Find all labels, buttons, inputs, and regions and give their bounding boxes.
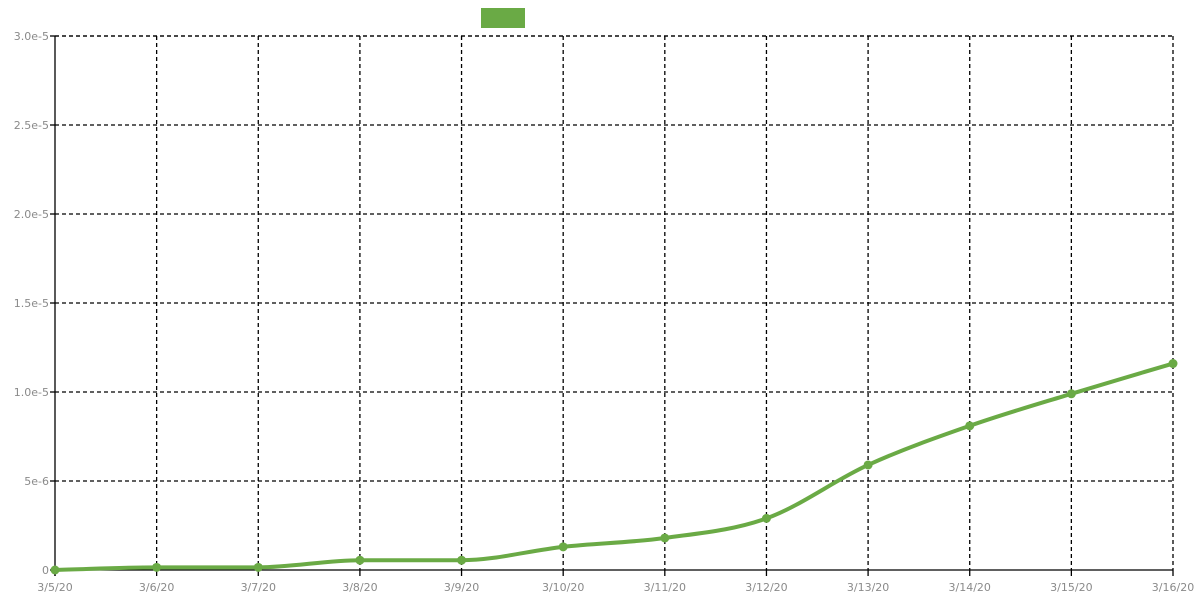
y-tick-label: 2.0e-5 [14, 208, 49, 221]
x-tick-label: 3/10/20 [542, 581, 584, 594]
y-axis-ticks: 0 5e-6 1.0e-5 1.5e-5 2.0e-5 2.5e-5 3.0e-5 [14, 30, 55, 577]
y-tick-label: 5e-6 [24, 475, 49, 488]
x-tick-label: 3/7/20 [241, 581, 276, 594]
data-point[interactable] [253, 562, 263, 572]
x-tick-label: 3/15/20 [1050, 581, 1092, 594]
y-tick-label: 2.5e-5 [14, 119, 49, 132]
x-tick-label: 3/6/20 [139, 581, 174, 594]
y-tick-label: 0 [42, 564, 49, 577]
data-point[interactable] [1168, 359, 1178, 369]
data-point[interactable] [152, 562, 162, 572]
x-tick-label: 3/14/20 [949, 581, 991, 594]
data-point[interactable] [965, 421, 975, 431]
y-tick-label: 1.5e-5 [14, 297, 49, 310]
legend[interactable] [481, 8, 525, 28]
x-tick-label: 3/8/20 [342, 581, 377, 594]
legend-swatch[interactable] [481, 8, 525, 28]
x-tick-label: 3/9/20 [444, 581, 479, 594]
data-point[interactable] [558, 542, 568, 552]
grid [55, 35, 1174, 570]
x-tick-label: 3/16/20 [1152, 581, 1194, 594]
data-point[interactable] [660, 533, 670, 543]
x-tick-label: 3/13/20 [847, 581, 889, 594]
data-point[interactable] [761, 513, 771, 523]
data-point[interactable] [863, 460, 873, 470]
data-point[interactable] [457, 555, 467, 565]
x-axis-ticks: 3/5/20 3/6/20 3/7/20 3/8/20 3/9/20 3/10/20 3/1… [37, 570, 1194, 594]
x-tick-label: 3/12/20 [745, 581, 787, 594]
data-point[interactable] [1066, 389, 1076, 399]
x-tick-label: 3/11/20 [644, 581, 686, 594]
axes [54, 36, 1173, 576]
data-point[interactable] [50, 565, 60, 575]
series-line [53, 361, 1175, 572]
series [50, 359, 1178, 575]
y-tick-label: 3.0e-5 [14, 30, 49, 43]
data-point[interactable] [355, 555, 365, 565]
y-tick-label: 1.0e-5 [14, 386, 49, 399]
x-tick-label: 3/5/20 [37, 581, 72, 594]
